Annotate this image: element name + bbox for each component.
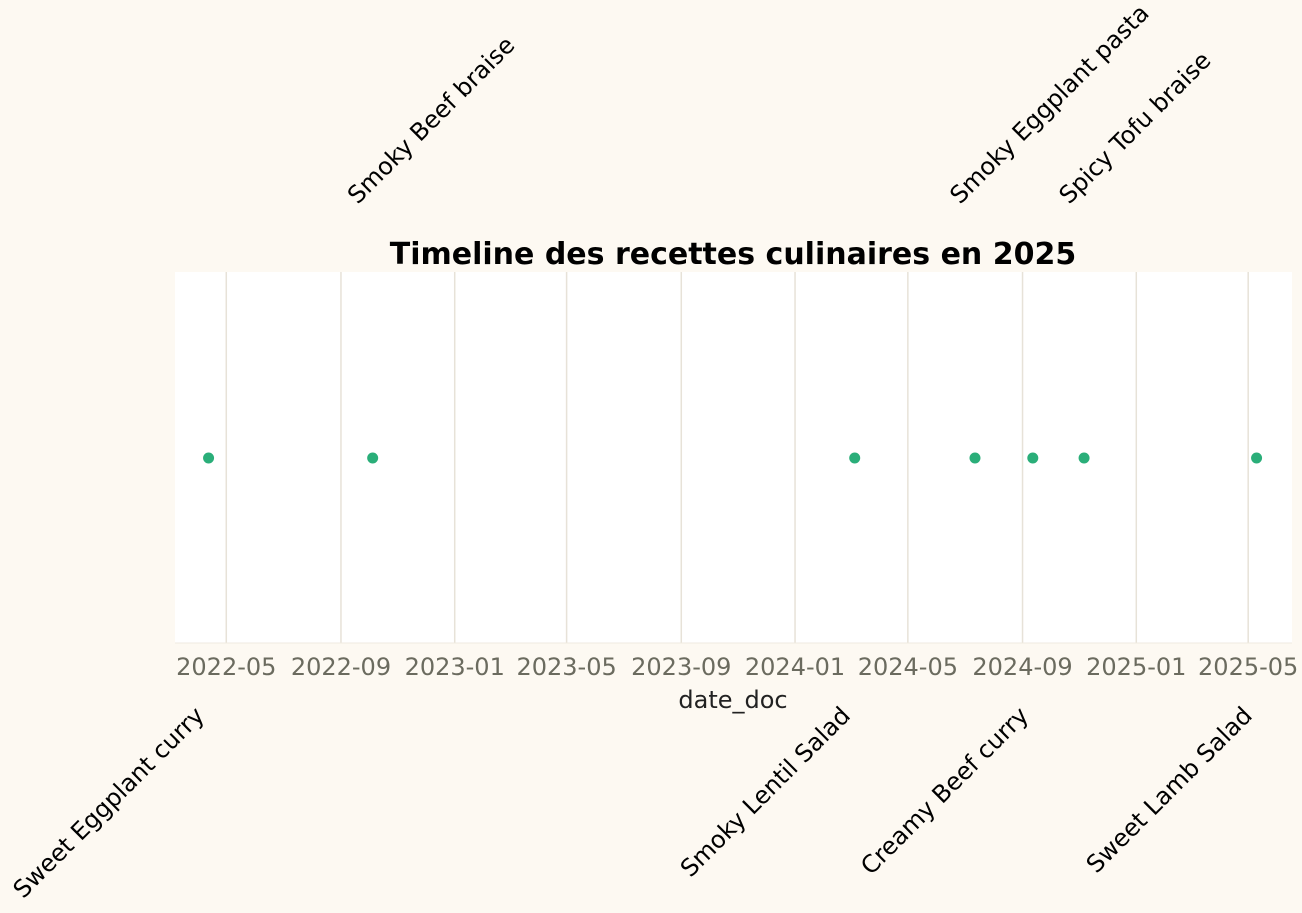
data-point — [849, 452, 861, 464]
x-tick-label: 2023-01 — [405, 653, 505, 681]
x-axis-label: date_doc — [678, 686, 787, 714]
data-point — [1078, 452, 1090, 464]
chart-title: Timeline des recettes culinaires en 2025 — [390, 237, 1076, 272]
plot-area — [175, 272, 1292, 643]
x-tick-label: 2024-09 — [972, 653, 1072, 681]
point-label: Smoky Eggplant pasta — [944, 0, 1154, 209]
point-label: Smoky Beef braise — [342, 31, 520, 209]
x-tick-label: 2022-05 — [176, 653, 276, 681]
data-point — [969, 452, 981, 464]
x-tick-label: 2025-05 — [1198, 653, 1298, 681]
data-point — [367, 452, 379, 464]
x-tick-label: 2024-01 — [745, 653, 845, 681]
x-tick-label: 2025-01 — [1086, 653, 1186, 681]
x-tick-labels: 2022-05 2022-09 2023-01 2023-05 2023-09 2024-… — [176, 653, 1298, 681]
point-label: Sweet Eggplant curry — [8, 701, 210, 903]
x-tick-label: 2023-05 — [516, 653, 616, 681]
point-label: Creamy Beef curry — [855, 701, 1034, 880]
point-label: Sweet Lamb Salad — [1081, 701, 1258, 878]
data-point — [1251, 452, 1263, 464]
x-tick-label: 2024-05 — [858, 653, 958, 681]
x-tick-label: 2023-09 — [631, 653, 731, 681]
x-tick-label: 2022-09 — [291, 653, 391, 681]
data-points — [203, 452, 1263, 464]
data-point — [1027, 452, 1039, 464]
data-point — [203, 452, 215, 464]
point-label: Smoky Lentil Salad — [675, 701, 856, 882]
grid-lines — [225, 272, 1249, 643]
